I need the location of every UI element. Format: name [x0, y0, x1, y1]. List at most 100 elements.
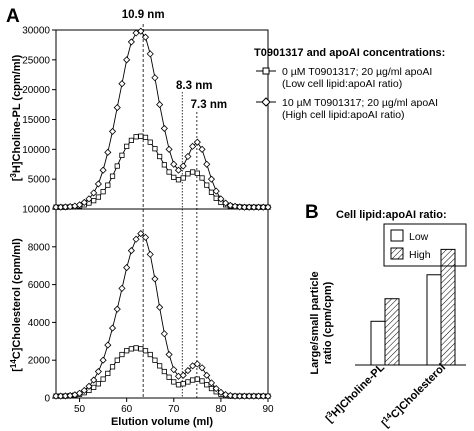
diamond-marker-icon: [261, 97, 271, 107]
top-point-diamond: [198, 145, 206, 153]
top-point-square: [114, 163, 120, 169]
bottom-point-diamond: [189, 362, 197, 370]
bottom-point-square: [133, 345, 139, 351]
top-point-square: [171, 174, 177, 180]
xtick-label: 60: [121, 404, 133, 415]
top-ytick-label: 15000: [22, 115, 50, 126]
top-point-diamond: [90, 189, 98, 197]
bottom-point-square: [194, 376, 200, 382]
panel-label-b: B: [305, 202, 319, 223]
bottom-point-diamond: [179, 371, 187, 379]
top-point-diamond: [170, 160, 178, 168]
bottom-axes: 0 2000 4000 6000 8000 10000 50 60 70 80 90: [22, 205, 274, 416]
top-ytick-label: 20000: [22, 85, 50, 96]
top-point-diamond: [226, 201, 234, 209]
panel-label-a: A: [6, 6, 20, 27]
bottom-point-square: [171, 379, 177, 385]
bottom-point-diamond: [99, 356, 107, 364]
hatched-swatch-icon: [390, 247, 404, 260]
bottom-point-diamond: [255, 392, 263, 400]
top-point-square: [95, 194, 101, 200]
panel-b: Cell lipid:apoAI ratio: Low High Large/s…: [309, 209, 467, 430]
panel-a: 0 5000 10000 15000 20000 25000 30000 0 2000 4000…: [9, 9, 274, 428]
top-point-square: [124, 143, 130, 149]
bar-category-choline-post: H]Choline-PL: [329, 361, 387, 419]
top-ylabel-sup: 3: [9, 173, 18, 178]
top-point-diamond: [255, 203, 263, 211]
top-point-square: [204, 182, 210, 188]
open-swatch-icon: [390, 229, 404, 242]
bottom-point-diamond: [137, 230, 145, 238]
top-ytick-label: 30000: [22, 26, 50, 37]
bottom-point-diamond: [127, 247, 135, 255]
top-point-diamond: [75, 201, 84, 209]
bottom-point-square: [161, 368, 167, 375]
top-point-diamond: [203, 160, 211, 168]
top-point-diamond: [217, 195, 225, 203]
top-ytick-label: 0: [44, 205, 50, 216]
top-point-diamond: [94, 180, 102, 188]
bottom-point-square: [147, 351, 153, 358]
bar-category-cholesterol-pre: [: [380, 419, 391, 430]
bottom-plot: [52, 230, 272, 400]
legend-label-low-1: 0 µM T0901317; 20 µg/ml apoAI: [282, 66, 432, 78]
bar-plot: [355, 248, 466, 366]
bar-category-choline-pre: [: [324, 414, 335, 425]
top-point-square: [128, 137, 134, 143]
top-point-square: [100, 189, 106, 195]
bottom-point-diamond: [198, 364, 206, 372]
top-point-square: [194, 170, 200, 176]
top-axes: 0 5000 10000 15000 20000 25000 30000: [22, 26, 56, 216]
bottom-point-diamond: [104, 341, 112, 349]
top-point-square: [180, 175, 186, 181]
bottom-ytick-label: 4000: [28, 318, 51, 329]
top-series-line-2: [56, 30, 268, 208]
top-point-diamond: [151, 74, 159, 82]
legend-label-low-2: (Low cell lipid:apoAI ratio): [282, 78, 402, 90]
top-plot: [52, 27, 272, 211]
top-point-diamond: [264, 203, 272, 211]
bottom-point-diamond: [226, 391, 234, 400]
bottom-point-diamond: [264, 392, 272, 400]
bar-category-cholesterol-post: C]Cholesterol: [389, 362, 448, 421]
top-point-diamond: [179, 162, 187, 170]
panel-b-legend-high: High: [409, 249, 431, 261]
top-point-diamond: [222, 199, 230, 207]
bottom-point-square: [91, 384, 97, 391]
bottom-point-diamond: [146, 250, 154, 258]
peak-annotation: 10.9 nm: [122, 9, 165, 21]
top-ytick-label: 10000: [22, 145, 50, 156]
top-point-diamond: [52, 203, 60, 211]
top-point-diamond: [250, 203, 258, 211]
top-point-diamond: [189, 142, 197, 150]
top-point-square: [138, 133, 144, 139]
top-point-diamond: [113, 104, 121, 112]
bottom-point-square: [105, 370, 111, 377]
top-point-diamond: [160, 124, 168, 133]
bar-high: [440, 248, 456, 366]
panel-b-title: Cell lipid:apoAI ratio:: [336, 209, 447, 221]
bottom-point-diamond: [170, 366, 178, 374]
bar-low: [426, 274, 442, 366]
bottom-point-diamond: [123, 264, 131, 272]
bar-category-label-choline: [3H]Choline-PL: [322, 360, 387, 425]
top-point-diamond: [231, 202, 239, 210]
bottom-point-diamond: [160, 330, 168, 338]
top-point-diamond: [123, 56, 131, 64]
bottom-point-diamond: [231, 392, 239, 400]
top-point-diamond: [193, 138, 201, 146]
bottom-ytick-label: 2000: [28, 356, 51, 367]
top-point-diamond: [137, 27, 145, 35]
bottom-point-square: [157, 363, 163, 369]
bottom-point-diamond: [113, 305, 121, 313]
panel-b-ylabel-1: Large/small particle: [309, 271, 321, 374]
top-point-square: [208, 189, 215, 195]
x-axis-label: Elution volume (ml): [111, 416, 213, 428]
bottom-point-diamond: [222, 391, 230, 399]
bottom-point-diamond: [156, 303, 164, 311]
top-point-diamond: [146, 50, 154, 58]
panel-b-ylabel-2: ratio (cpm/cpm): [322, 281, 334, 364]
bottom-point-diamond: [250, 392, 258, 400]
panel-b-legend-low: Low: [409, 231, 429, 243]
